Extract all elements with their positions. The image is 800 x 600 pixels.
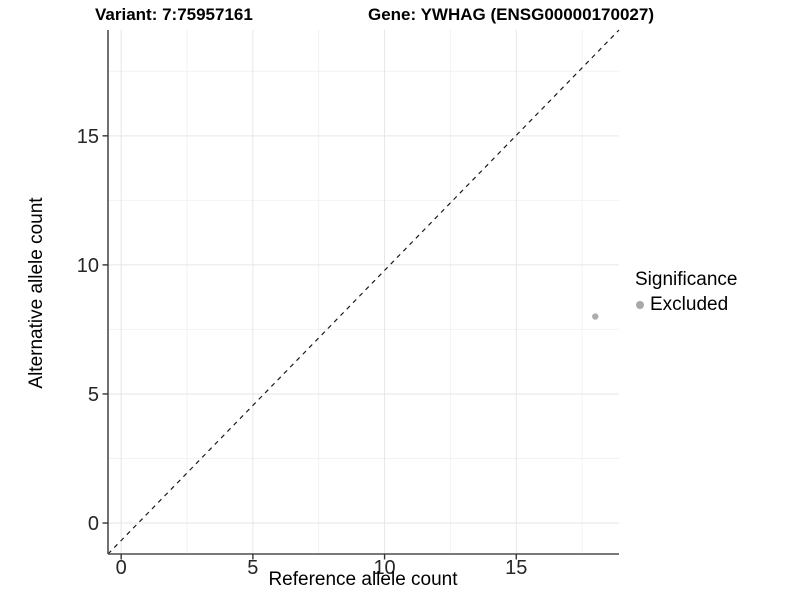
data-point — [592, 313, 599, 320]
excluded-point-icon — [636, 301, 644, 309]
legend: Significance Excluded — [635, 269, 737, 316]
gene-title: Gene: YWHAG (ENSG00000170027) — [368, 5, 654, 24]
legend-item-label: Excluded — [650, 294, 729, 315]
y-axis-title: Alternative allele count — [26, 197, 47, 389]
x-tick-label: 5 — [247, 557, 258, 579]
legend-title: Significance — [635, 269, 738, 290]
x-tick-label: 10 — [373, 557, 395, 579]
y-tick-label: 15 — [77, 126, 99, 148]
x-tick-label: 0 — [116, 557, 127, 579]
y-tick-label: 10 — [77, 255, 99, 277]
variant-title: Variant: 7:75957161 — [95, 5, 253, 24]
legend-item-excluded: Excluded — [635, 294, 737, 316]
x-axis-title: Reference allele count — [268, 569, 458, 590]
x-tick-label: 15 — [505, 557, 527, 579]
identity-reference-line — [107, 29, 620, 555]
y-tick-label: 0 — [88, 513, 99, 535]
y-tick-label: 5 — [88, 384, 99, 406]
